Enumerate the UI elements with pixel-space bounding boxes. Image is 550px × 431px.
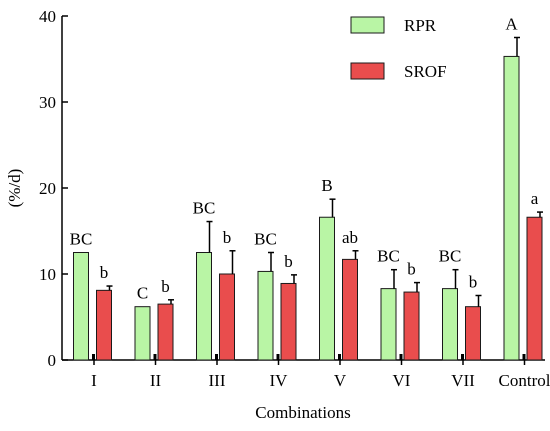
legend-label-srof: SROF xyxy=(404,62,447,81)
bar-srof xyxy=(96,289,112,361)
significance-label: b xyxy=(161,277,170,296)
significance-label: b xyxy=(223,228,232,247)
bar-gap-mark xyxy=(92,354,95,360)
significance-label: ab xyxy=(342,228,358,247)
bar-gap-mark xyxy=(461,354,464,360)
bar-rpr xyxy=(134,306,151,361)
x-tick-label: Control xyxy=(499,371,550,390)
legend-label-rpr: RPR xyxy=(404,16,437,35)
significance-label: B xyxy=(321,176,332,195)
significance-label: BC xyxy=(254,230,277,249)
significance-label: b xyxy=(100,263,109,282)
significance-label: b xyxy=(469,273,478,292)
bar-srof xyxy=(342,258,358,361)
legend: RPR SROF xyxy=(350,16,447,81)
y-tick-label: 0 xyxy=(48,351,57,370)
bar-rpr xyxy=(380,288,397,361)
bar-srof xyxy=(465,306,481,361)
y-axis-title: (%/d) xyxy=(5,169,24,208)
significance-label: BC xyxy=(377,247,400,266)
significance-label: a xyxy=(531,189,539,208)
x-tick-label: V xyxy=(334,371,347,390)
bar-rpr xyxy=(257,270,274,361)
bar-rpr xyxy=(503,55,520,361)
x-tick-label: II xyxy=(150,371,162,390)
x-tick-label: IV xyxy=(270,371,289,390)
bar-srof xyxy=(526,216,543,361)
bar-rpr xyxy=(442,288,458,361)
bar-rpr xyxy=(319,216,335,361)
significance-label: BC xyxy=(70,230,93,249)
bar-gap-mark xyxy=(522,354,526,360)
x-tick-label: VI xyxy=(393,371,411,390)
significance-label: A xyxy=(505,15,518,34)
bar-srof xyxy=(219,273,235,361)
significance-label: BC xyxy=(193,199,216,218)
y-tick-label: 10 xyxy=(39,265,56,284)
significance-label: C xyxy=(137,284,148,303)
x-axis-title: Combinations xyxy=(255,403,350,422)
legend-swatch-srof xyxy=(350,62,385,80)
bar-gap-mark xyxy=(338,354,341,360)
x-tick-label: VII xyxy=(451,371,475,390)
significance-label: BC xyxy=(439,247,462,266)
bar-rpr xyxy=(73,252,89,361)
x-tick-label: III xyxy=(209,371,226,390)
legend-swatch-rpr xyxy=(350,16,385,34)
bar-srof xyxy=(280,282,297,361)
significance-label: b xyxy=(284,252,293,271)
bar-gap-mark xyxy=(153,354,157,360)
y-tick-label: 40 xyxy=(39,7,56,26)
bar-srof xyxy=(157,303,174,361)
y-ticks: 0 10 20 30 40 xyxy=(39,7,68,370)
bar-srof xyxy=(403,291,420,361)
y-tick-label: 30 xyxy=(39,93,56,112)
bar-gap-mark xyxy=(399,354,403,360)
x-tick-labels: I II III IV V VI VII Control xyxy=(91,371,550,390)
x-tick-label: I xyxy=(91,371,97,390)
y-tick-label: 20 xyxy=(39,179,56,198)
significance-label: b xyxy=(407,260,416,279)
bar-rpr xyxy=(196,252,212,361)
bar-gap-mark xyxy=(276,354,280,360)
bar-gap-mark xyxy=(215,354,218,360)
